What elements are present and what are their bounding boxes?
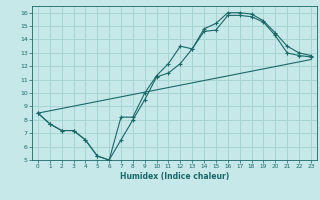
X-axis label: Humidex (Indice chaleur): Humidex (Indice chaleur) — [120, 172, 229, 181]
